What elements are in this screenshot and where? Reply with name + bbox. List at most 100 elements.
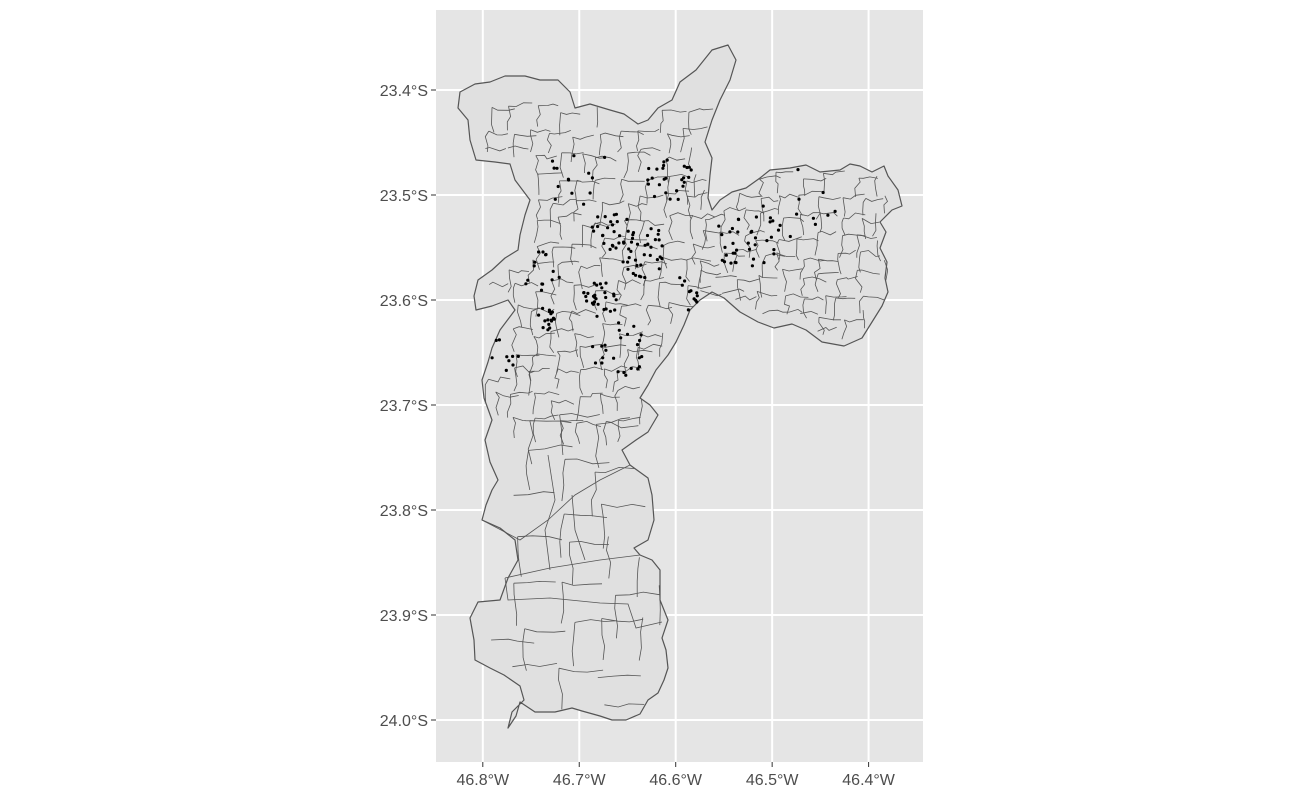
- district-boundary: [644, 180, 649, 204]
- data-point-174: [750, 229, 754, 233]
- city-outline: [457, 44, 903, 729]
- district-boundary: [723, 253, 729, 274]
- district-boundary: [644, 220, 665, 226]
- district-boundary: [745, 230, 765, 237]
- district-boundary: [760, 208, 779, 214]
- district-boundary: [686, 196, 692, 219]
- district-boundary: [488, 130, 508, 136]
- district-boundary: [601, 503, 646, 508]
- data-point-109: [650, 176, 654, 180]
- district-boundary: [854, 177, 861, 197]
- data-point-60: [660, 256, 664, 261]
- district-boundary: [800, 212, 821, 217]
- data-point-78: [653, 238, 658, 242]
- district-boundary: [601, 504, 606, 549]
- district-boundary: [571, 309, 597, 314]
- district-boundary: [721, 288, 745, 294]
- district-boundary: [600, 393, 604, 414]
- y-tick-label: 23.4°S: [380, 83, 428, 100]
- district-boundary: [858, 176, 878, 179]
- district-boundary: [561, 459, 566, 502]
- district-boundary: [732, 249, 738, 272]
- district-boundary: [697, 270, 702, 290]
- district-boundary: [537, 172, 563, 175]
- district-boundary: [645, 305, 652, 326]
- data-point-143: [622, 370, 626, 375]
- data-point-146: [603, 343, 607, 347]
- district-boundary: [528, 357, 534, 382]
- district-boundary: [838, 249, 856, 255]
- x-axis: 46.8°W 46.7°W 46.6°W 46.5°W 46.4°W: [456, 762, 896, 789]
- data-point-5: [603, 291, 607, 295]
- district-boundary: [860, 250, 881, 257]
- district-boundary: [601, 618, 606, 660]
- district-boundary: [737, 278, 761, 283]
- data-point-206: [550, 278, 554, 282]
- data-point-212: [551, 269, 555, 273]
- district-boundary: [876, 240, 881, 262]
- data-point-72: [626, 267, 630, 271]
- district-boundary: [595, 155, 617, 162]
- district-boundary: [568, 310, 574, 332]
- data-point-24: [585, 299, 589, 303]
- district-boundary: [705, 219, 708, 242]
- district-boundary: [802, 298, 807, 319]
- district-boundary: [623, 238, 647, 241]
- data-point-157: [769, 235, 774, 239]
- district-boundary: [684, 180, 689, 205]
- district-boundary: [701, 230, 707, 250]
- data-point-219: [490, 356, 494, 360]
- data-point-178: [731, 241, 735, 245]
- district-boundary: [571, 494, 586, 561]
- district-boundary: [602, 301, 607, 323]
- data-point-110: [687, 175, 691, 179]
- data-point-222: [510, 354, 515, 358]
- data-point-218: [511, 363, 515, 367]
- data-point-239: [695, 294, 699, 298]
- district-boundary: [844, 319, 864, 323]
- x-tick-label: 46.7°W: [553, 772, 607, 789]
- data-point-135: [640, 355, 644, 359]
- district-boundary: [529, 420, 572, 424]
- data-point-17: [613, 308, 617, 312]
- data-point-225: [587, 171, 591, 175]
- data-point-211: [541, 282, 545, 286]
- district-boundary: [525, 450, 531, 490]
- data-point-196: [788, 234, 792, 239]
- district-boundary: [621, 130, 644, 135]
- district-boundary: [689, 215, 694, 240]
- district-boundary: [556, 351, 561, 373]
- district-boundary: [524, 628, 566, 633]
- district-boundary: [782, 308, 803, 313]
- data-point-9: [604, 295, 608, 300]
- district-boundary: [550, 328, 575, 332]
- district-boundary: [814, 273, 819, 292]
- district-boundary: [617, 385, 640, 391]
- district-boundary: [569, 540, 609, 545]
- district-boundary: [862, 310, 866, 329]
- district-boundary: [858, 295, 864, 314]
- data-point-155: [753, 236, 758, 240]
- data-point-107: [668, 197, 672, 201]
- district-boundary: [515, 354, 518, 378]
- district-boundary: [549, 203, 554, 228]
- district-boundary: [743, 209, 750, 230]
- data-point-236: [603, 155, 607, 159]
- district-boundary: [663, 193, 668, 218]
- data-point-67: [611, 244, 615, 248]
- district-boundary: [538, 103, 559, 107]
- district-boundary: [580, 366, 604, 371]
- data-point-116: [662, 163, 666, 168]
- data-point-91: [590, 225, 594, 229]
- district-boundary: [628, 203, 648, 207]
- district-boundary: [559, 414, 564, 456]
- points-layer: [490, 154, 837, 377]
- district-boundary: [553, 199, 577, 206]
- district-boundary: [514, 133, 537, 137]
- data-point-81: [649, 227, 653, 231]
- data-point-215: [494, 338, 498, 342]
- district-boundary: [639, 194, 664, 199]
- data-point-149: [616, 370, 620, 374]
- data-point-184: [753, 243, 757, 247]
- district-boundary: [604, 235, 625, 240]
